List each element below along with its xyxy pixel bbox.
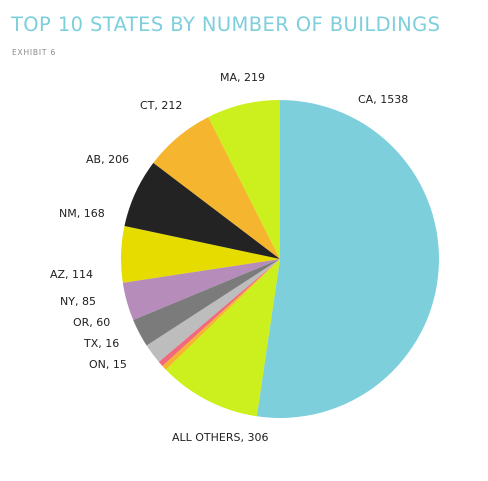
slice-label-or: OR, 60 [73,316,110,329]
slice-label-ma: MA, 219 [220,71,265,84]
chart-title: TOP 10 STATES BY NUMBER OF BUILDINGS [11,13,441,36]
pie-slice-ma [208,100,280,259]
pie-slice-on [162,259,280,370]
slice-label-ct: CT, 212 [140,99,182,112]
chart-subtitle: EXHIBIT 6 [12,48,57,57]
slice-label-all-others: ALL OTHERS, 306 [172,431,269,444]
pie-slice-ny [133,259,280,346]
pie-slice-ab [124,162,281,259]
pie-slice-ca [256,100,439,418]
pie-slice-tx [158,259,280,366]
pie-slice-az [122,259,280,321]
pie-labels: CA, 1538 ALL OTHERS, 306 ON, 15 TX, 16 OR, 6… [50,71,408,444]
slice-label-ny: NY, 85 [60,295,96,308]
pie-slice-nm [121,226,280,283]
pie-slices [121,100,439,418]
slice-label-on: ON, 15 [89,358,127,371]
slice-label-ca: CA, 1538 [358,93,408,106]
pie-slice-all-others [165,259,280,417]
slice-label-tx: TX, 16 [83,337,119,350]
pie-slice-ct [153,117,280,259]
pie-slice-or [146,259,280,362]
slice-label-az: AZ, 114 [50,268,93,281]
slice-label-ab: AB, 206 [86,153,129,166]
slice-label-nm: NM, 168 [59,207,105,220]
